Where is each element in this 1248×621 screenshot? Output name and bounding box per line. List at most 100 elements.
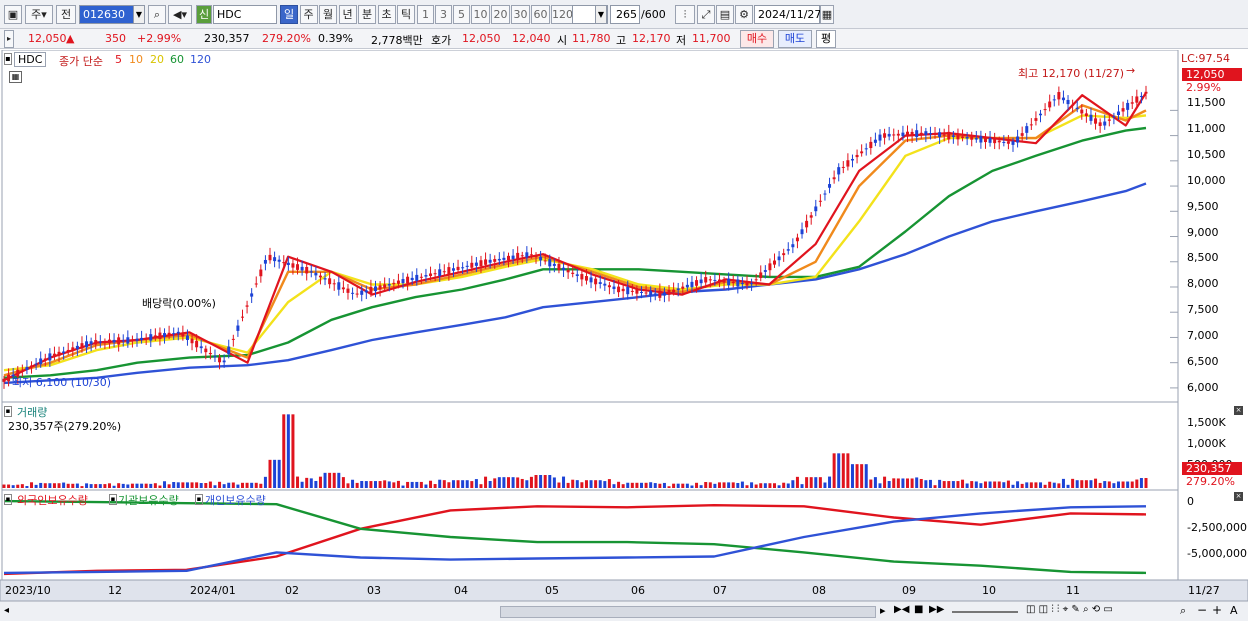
volume-bar [598,480,602,488]
volume-bar [892,478,896,488]
period-button[interactable]: 일 [280,5,298,24]
candle-body [355,293,359,295]
search-icon[interactable]: ⌕ [148,5,166,24]
volume-bar [1002,482,1006,488]
date-input[interactable]: 2024/11/27 [754,5,821,24]
period-button[interactable]: 초 [377,5,396,24]
period-button[interactable]: 월 [319,5,337,24]
candle-body [543,260,547,262]
buy-button[interactable]: 매수 [740,30,774,48]
stop-icon[interactable]: ■ [914,604,924,615]
fast-forward-icon[interactable]: ▶▶ [929,604,945,615]
candle-body [846,160,850,167]
individual-holdings-legend[interactable]: 개인보유수량 [205,494,266,507]
sound-icon[interactable]: ◀▾ [168,5,192,24]
volume-title[interactable]: 거래량 [17,406,48,419]
multiplier-button[interactable]: 30 [511,5,530,24]
multiplier-button[interactable]: 60 [531,5,550,24]
layout-tools-icon[interactable]: ◫ ◫ ⫶ ⫶ ⌖ ✎ ⌕ ⟲ ▭ [1026,604,1113,615]
multiplier-button[interactable]: 20 [491,5,510,24]
candle-body [864,148,868,150]
quote-toggle-icon[interactable]: ▸ [4,30,14,48]
period-button[interactable]: 분 [358,5,376,24]
chart-type-icon[interactable]: ⫶ [675,5,695,24]
ma60-legend[interactable]: 60 [170,53,184,66]
zoom-out-step-icon[interactable]: ▶◀ [894,604,910,615]
candle-body [254,283,258,285]
candle-body [456,266,460,271]
time-axis-label: 2023/10 [5,584,51,597]
eval-button[interactable]: 평 [816,30,836,48]
volume-bar [300,481,304,488]
market-type-select[interactable]: 주▾ [25,5,53,24]
ma5-legend[interactable]: 5 [115,53,122,66]
candle-body [227,346,231,355]
ma20-legend[interactable]: 20 [150,53,164,66]
grid-toggle-icon[interactable]: ▦ [9,71,22,83]
institution-panel-menu-icon[interactable]: ▪ [109,494,117,505]
ma10-legend[interactable]: 10 [129,53,143,66]
unit-dropdown[interactable]: ▼ [595,5,607,24]
foreign-holdings-legend[interactable]: 외국인보유수량 [17,494,88,507]
save-icon[interactable]: ▤ [716,5,734,24]
volume-bar [621,484,625,488]
high-label: 고 [616,34,627,47]
volume-bar [805,477,809,488]
candle-body [373,286,377,292]
period-button[interactable]: 주 [299,5,318,24]
individual-panel-menu-icon[interactable]: ▪ [195,494,203,505]
font-size-icon[interactable]: A [1230,604,1238,617]
multiplier-button[interactable]: 10 [471,5,490,24]
zoom-search-icon[interactable]: ⌕ [1180,604,1187,617]
volume-bar [351,479,355,488]
candle-body [1112,116,1116,118]
count-input[interactable]: 265 [610,5,640,24]
multiplier-button[interactable]: 120 [551,5,573,24]
volume-bar [419,481,423,488]
settings-gear-icon[interactable]: ⚙ [735,5,753,24]
stock-name-tag[interactable]: HDC [14,52,47,67]
multiplier-button[interactable]: 5 [453,5,470,24]
candle-body [750,283,754,285]
volume-panel-close-icon[interactable]: × [1234,406,1243,415]
zoom-slider[interactable] [952,611,1018,613]
chart-scrollbar[interactable]: ◂ ▸ ▶◀ ■ ▶▶ ◫ ◫ ⫶ ⫶ ⌖ ✎ ⌕ ⟲ ▭ ⌕ − + A [0,601,1248,621]
volume-bar [612,484,616,488]
low-annotation: 최저 6,100 (10/30) [12,376,112,389]
ma120-legend[interactable]: 120 [190,53,211,66]
multiplier-button[interactable]: 3 [435,5,452,24]
scroll-right-icon[interactable]: ▸ [880,604,886,617]
prev-button[interactable]: 전 [56,5,76,24]
institution-holdings-legend[interactable]: 기관보유수량 [118,494,179,507]
period-button[interactable]: 틱 [397,5,415,24]
panel-menu-icon[interactable]: ▪ [4,53,12,65]
candle-body [965,137,969,139]
calendar-icon[interactable]: ▦ [820,5,834,24]
ma-legend-title[interactable]: 종가 단순 [59,55,103,68]
candle-body [883,133,887,138]
multiplier-button[interactable]: 1 [417,5,434,24]
holdings-panel-menu-icon[interactable]: ▪ [4,494,12,505]
window-menu-icon[interactable]: ▣ [4,5,22,24]
stock-name-field[interactable]: HDC [213,5,277,24]
scroll-thumb[interactable] [500,606,876,618]
stock-code-dropdown[interactable]: ▼ [133,5,145,24]
volume-bar [993,481,997,488]
volume-panel-menu-icon[interactable]: ▪ [4,406,12,417]
draw-tool-icon[interactable]: ⤢ [697,5,715,24]
sell-button[interactable]: 매도 [778,30,812,48]
chart-canvas[interactable] [0,50,1248,601]
holdings-panel-close-icon[interactable]: × [1234,492,1243,501]
candle-body [1103,121,1107,126]
zoom-minus-icon[interactable]: − [1197,603,1208,617]
scroll-left-icon[interactable]: ◂ [4,605,10,616]
period-button[interactable]: 년 [338,5,357,24]
zoom-plus-icon[interactable]: + [1212,603,1223,617]
candle-body [887,133,891,137]
volume-bar [750,482,754,488]
stock-code-input[interactable]: 012630 [79,5,134,24]
ask-label: 호가 [431,34,452,47]
volume-bar [484,476,488,488]
candle-body [1006,141,1010,144]
candle-body [607,285,611,288]
